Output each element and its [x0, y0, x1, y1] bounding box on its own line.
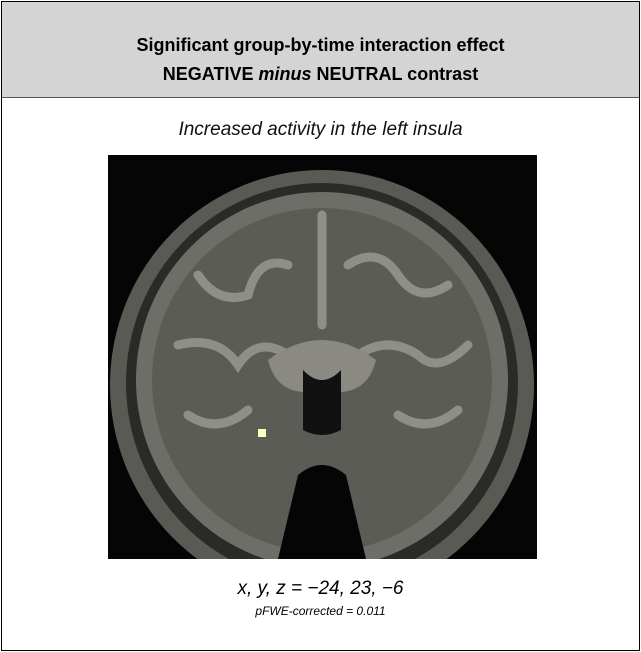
- title-part: NEUTRAL contrast: [317, 64, 479, 84]
- title-part: NEGATIVE: [163, 64, 254, 84]
- coordinates: x, y, z = −24, 23, −6: [2, 578, 639, 600]
- figure-panel: Significant group-by-time interaction ef…: [1, 1, 640, 651]
- title-line: Significant group-by-time interaction ef…: [2, 35, 639, 56]
- statistic: pFWE-corrected = 0.011: [2, 604, 639, 618]
- title-line: NEGATIVE minus NEUTRAL contrast: [2, 64, 639, 85]
- brain-image: [108, 155, 537, 559]
- header: Significant group-by-time interaction ef…: [2, 2, 639, 98]
- title-part: minus: [258, 64, 311, 84]
- activation-spot: [258, 429, 266, 437]
- caption: Increased activity in the left insula: [2, 119, 639, 141]
